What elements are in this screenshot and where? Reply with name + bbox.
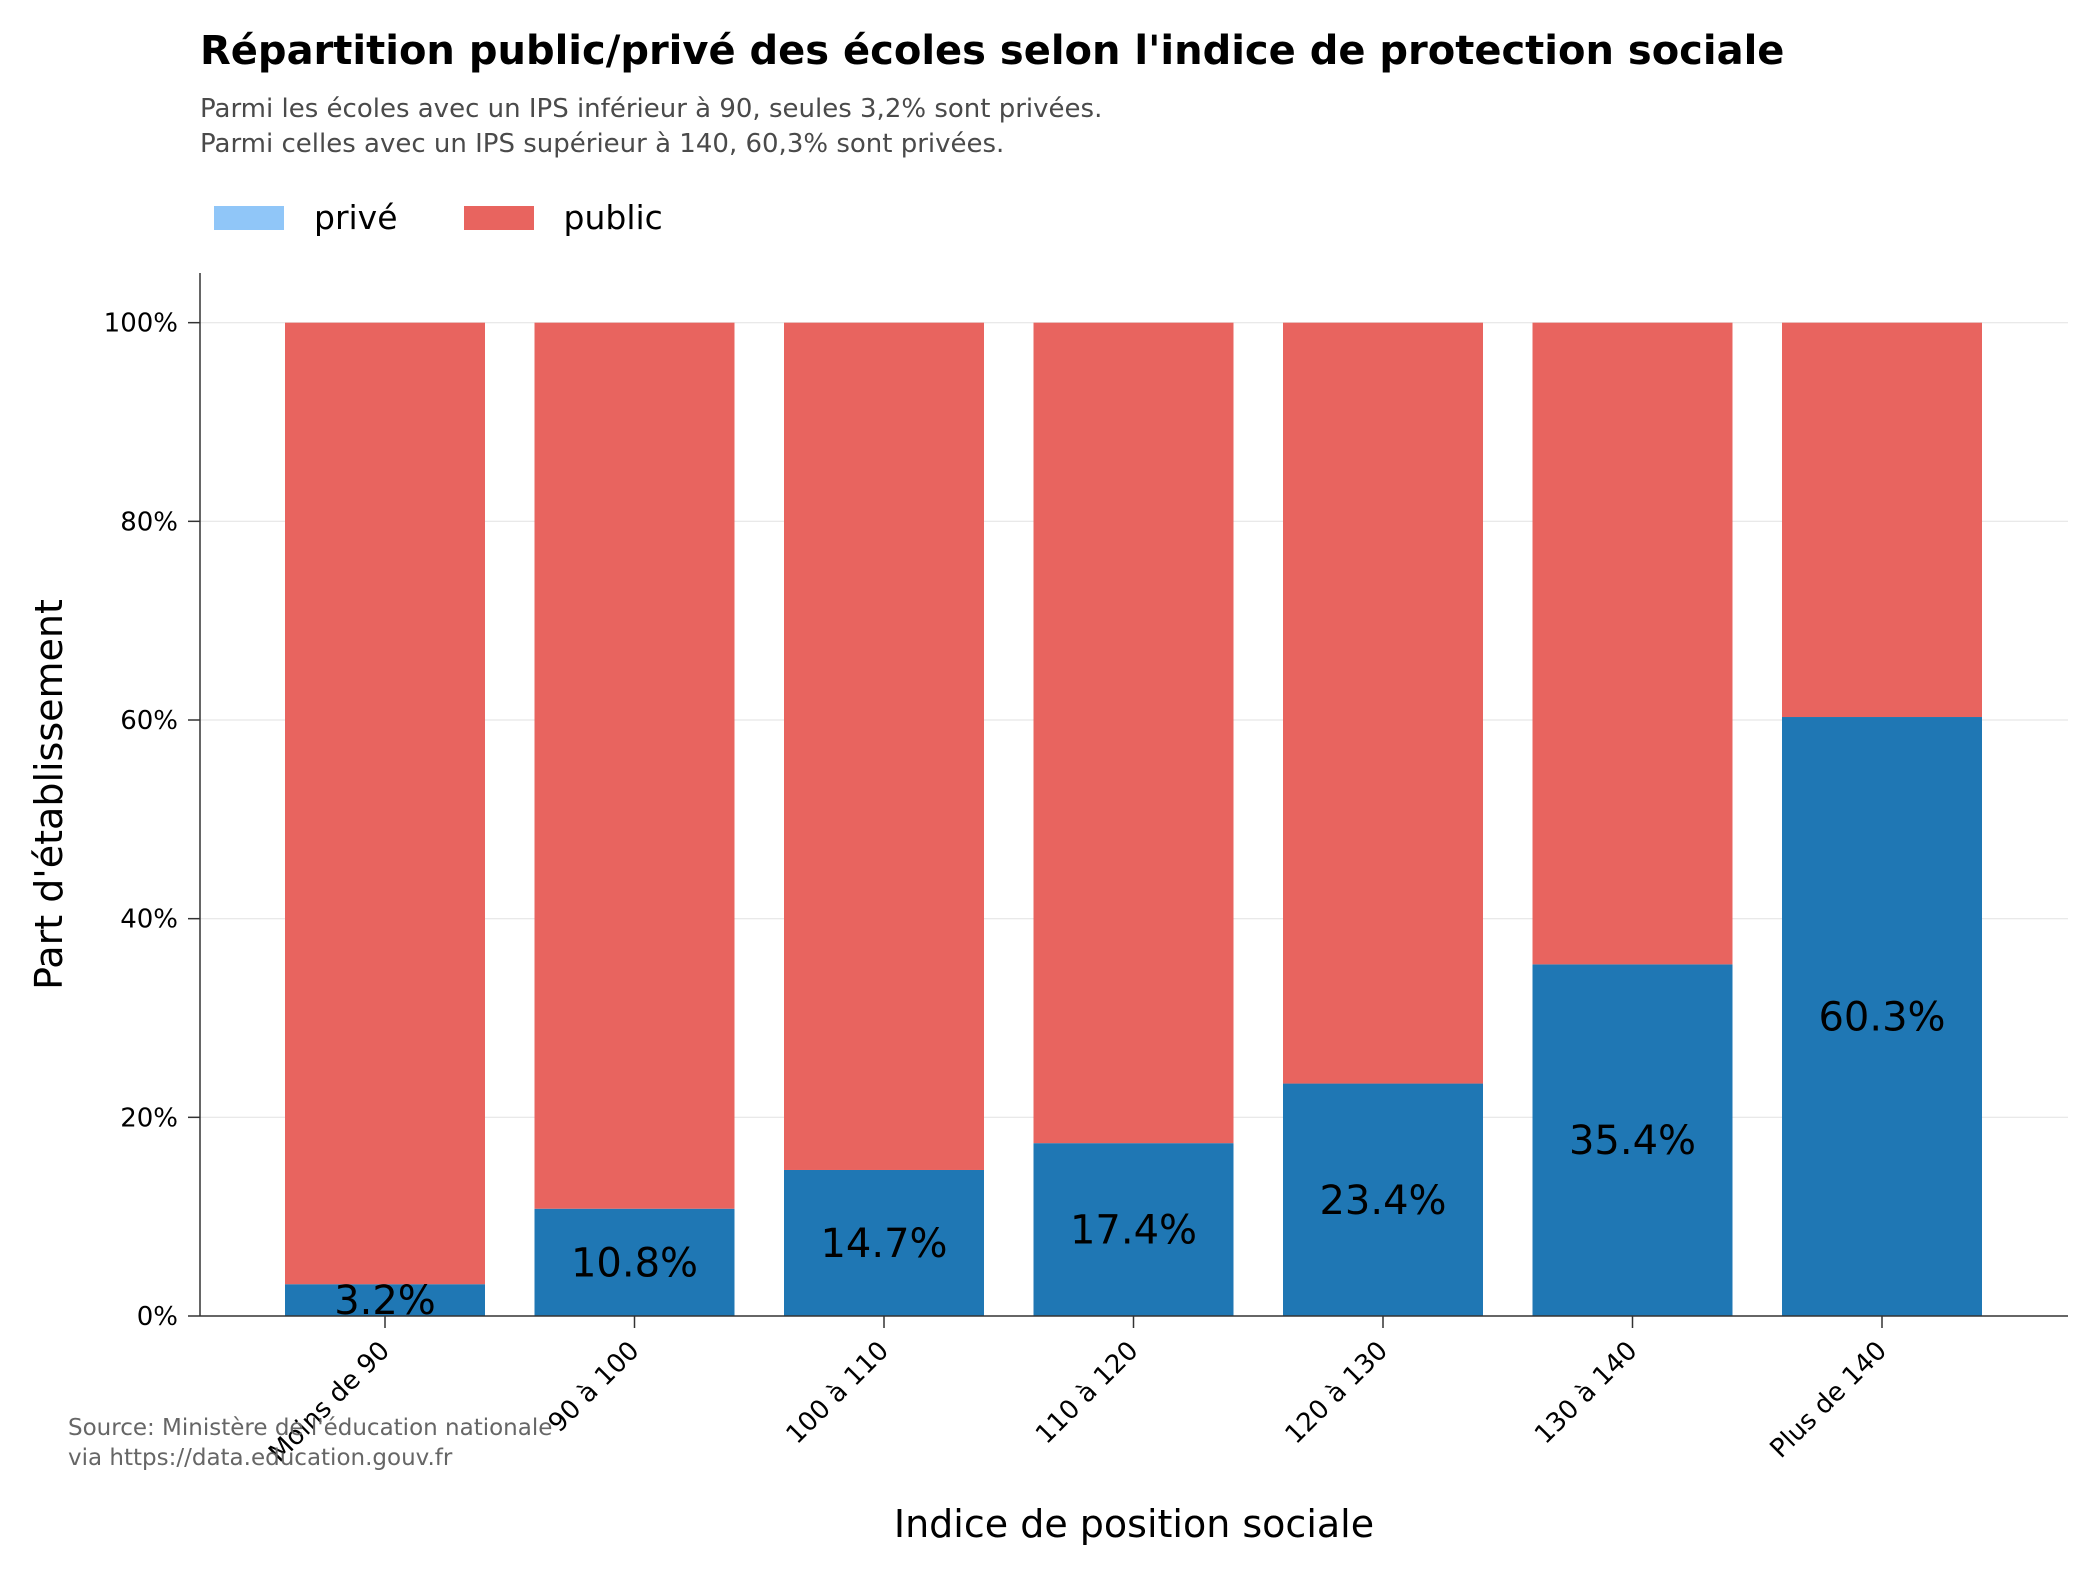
bar-prive	[285, 1284, 485, 1316]
legend: privé public	[214, 198, 729, 237]
x-tick-label: 130 à 140	[1529, 1336, 1643, 1450]
x-tick-label: Plus de 140	[1765, 1336, 1893, 1464]
chart-subtitle: Parmi les écoles avec un IPS inférieur à…	[200, 92, 1102, 162]
bar-prive	[1033, 1143, 1234, 1316]
x-tick-label: 90 à 100	[543, 1336, 646, 1439]
data-label: 35.4%	[1569, 1118, 1696, 1164]
y-tick-label: 60%	[120, 706, 178, 736]
bar-public	[1532, 322, 1733, 965]
x-tick-label: 110 à 120	[1030, 1336, 1144, 1450]
y-axis-title: Part d'établissement	[27, 599, 71, 990]
legend-swatch-prive	[214, 205, 284, 230]
data-label: 14.7%	[820, 1221, 947, 1267]
x-tick-label: 100 à 110	[781, 1336, 895, 1450]
data-label: 23.4%	[1319, 1178, 1446, 1224]
data-label: 17.4%	[1070, 1208, 1197, 1254]
legend-label-prive: privé	[314, 198, 398, 237]
source-line-2: via https://data.education.gouv.fr	[68, 1445, 453, 1471]
bar-prive	[1782, 717, 1982, 1316]
legend-label-public: public	[563, 198, 663, 237]
bar-public	[1033, 322, 1234, 1144]
bar-public	[285, 322, 485, 1285]
bar-prive	[1532, 964, 1733, 1316]
bar-public	[1283, 322, 1483, 1084]
legend-swatch-public	[463, 205, 534, 230]
legend-item-public: public	[463, 198, 663, 237]
subtitle-line-1: Parmi les écoles avec un IPS inférieur à…	[200, 94, 1103, 124]
bar-public	[1782, 322, 1982, 718]
data-label: 10.8%	[571, 1240, 698, 1286]
y-tick-label: 40%	[120, 905, 178, 935]
bar-prive	[1283, 1083, 1483, 1316]
y-tick-label: 80%	[120, 507, 178, 537]
chart-title: Répartition public/privé des écoles selo…	[200, 28, 1785, 74]
x-tick-label: 120 à 130	[1280, 1336, 1394, 1450]
bar-prive	[534, 1208, 735, 1316]
y-tick-label: 100%	[104, 309, 178, 339]
y-tick-label: 20%	[120, 1103, 178, 1133]
x-axis-title: Indice de position sociale	[894, 1502, 1374, 1546]
source-note: Source: Ministère de l'éducation nationa…	[68, 1413, 552, 1473]
legend-item-prive: privé	[214, 198, 398, 237]
source-line-1: Source: Ministère de l'éducation nationa…	[68, 1415, 553, 1441]
bar-prive	[784, 1169, 984, 1316]
subtitle-line-2: Parmi celles avec un IPS supérieur à 140…	[200, 129, 1005, 159]
data-label: 60.3%	[1818, 995, 1945, 1041]
bar-public	[534, 322, 735, 1209]
y-tick-label: 0%	[137, 1302, 178, 1332]
bar-public	[784, 322, 984, 1170]
